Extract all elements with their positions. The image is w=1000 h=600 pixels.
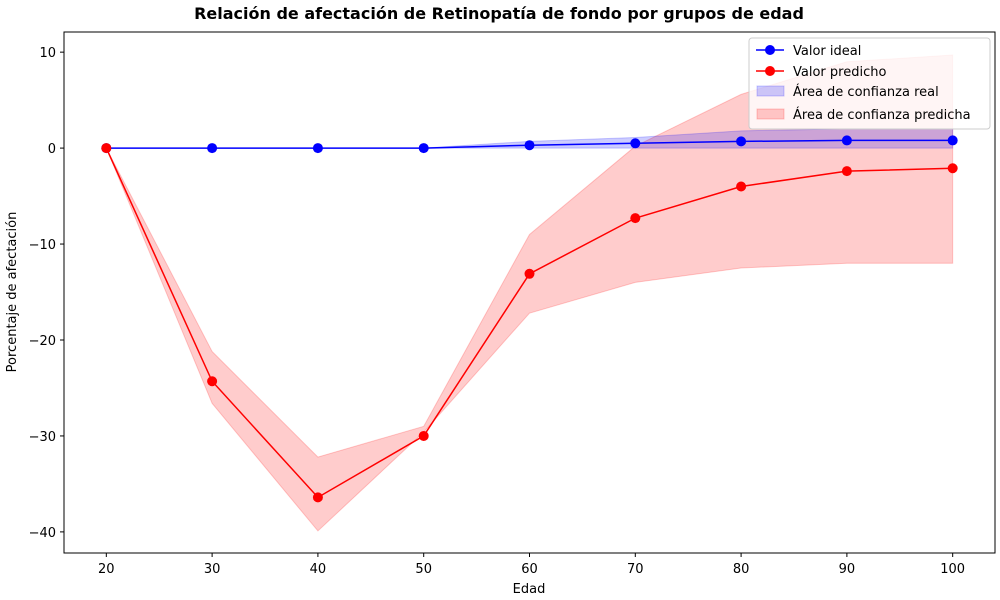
legend-label-area-predicha: Área de confianza predicha	[793, 107, 971, 123]
x-tick-label: 30	[204, 562, 221, 577]
band-area-de-confianza-predicha	[105, 54, 954, 532]
point-valor-ideal	[207, 143, 218, 154]
legend-label-valor-predicho: Valor predicho	[793, 65, 886, 80]
x-tick-label: 80	[733, 562, 750, 577]
y-tick-label: 10	[39, 46, 56, 61]
point-valor-ideal	[524, 140, 535, 151]
x-tick-label: 90	[839, 562, 856, 577]
legend-label-area-real: Área de confianza real	[793, 84, 939, 100]
legend-box	[748, 37, 991, 130]
x-tick-label: 20	[98, 562, 115, 577]
x-tick-label: 50	[415, 562, 432, 577]
x-tick-label: 40	[310, 562, 327, 577]
y-tick-label: −20	[29, 334, 56, 349]
point-valor-ideal	[947, 135, 958, 146]
series-points	[101, 135, 958, 503]
x-tick-label: 100	[940, 562, 965, 577]
point-valor-predicho	[418, 430, 429, 441]
legend-swatch-area-real	[756, 85, 785, 97]
y-axis-label: Porcentaje de afectación	[5, 212, 20, 373]
point-valor-ideal	[841, 135, 852, 146]
point-valor-predicho	[630, 213, 641, 224]
point-valor-ideal	[736, 136, 747, 147]
point-valor-predicho	[947, 163, 958, 174]
legend-swatch-area-predicha	[756, 108, 785, 120]
y-tick-label: −10	[29, 238, 56, 253]
y-axis-ticks: 10 0 −10 −20 −30 −40	[29, 46, 64, 541]
point-valor-predicho	[524, 268, 535, 279]
point-valor-ideal	[312, 143, 323, 154]
x-axis-label: Edad	[513, 582, 546, 597]
point-valor-predicho	[841, 166, 852, 177]
x-tick-label: 60	[521, 562, 538, 577]
y-tick-label: −30	[29, 430, 56, 445]
legend-marker-valor-ideal	[765, 45, 775, 55]
point-valor-predicho	[207, 376, 218, 387]
plot-area	[101, 54, 958, 532]
x-axis-ticks: 20 30 40 50 60 70 80 90 100	[98, 553, 965, 577]
legend: Valor ideal Valor predicho Área de confi…	[748, 37, 991, 130]
point-valor-predicho	[736, 181, 747, 192]
legend-label-valor-ideal: Valor ideal	[793, 44, 861, 59]
legend-marker-valor-predicho	[765, 66, 775, 76]
chart-title: Relación de afectación de Retinopatía de…	[194, 4, 804, 23]
y-tick-label: 0	[48, 142, 56, 157]
point-valor-ideal	[630, 138, 641, 149]
x-tick-label: 70	[627, 562, 644, 577]
point-valor-predicho	[312, 492, 323, 503]
y-tick-label: −40	[29, 526, 56, 541]
point-valor-ideal	[418, 143, 429, 154]
point-valor-predicho	[101, 143, 112, 154]
